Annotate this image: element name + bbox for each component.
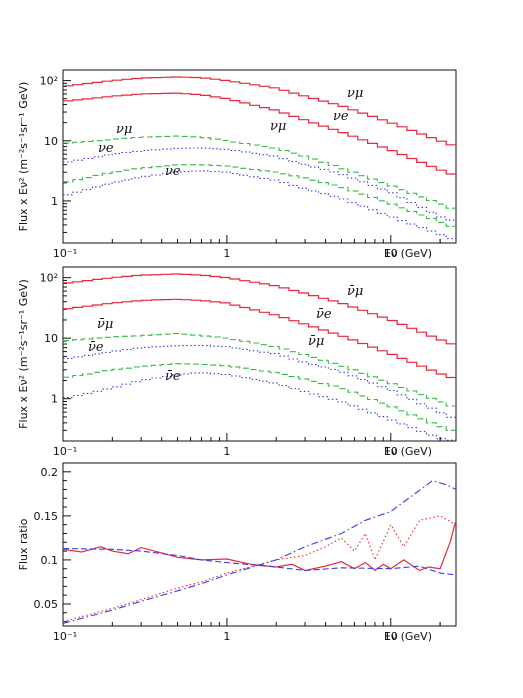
series-line-1 (63, 273, 456, 345)
series-line-4 (63, 344, 456, 418)
curve-label: νμ (116, 122, 132, 137)
x-tick-label: 1 (223, 630, 230, 643)
x-axis-label: Eν (GeV) (384, 445, 432, 458)
plot-frame (62, 69, 457, 244)
curve-label: ν̄e (88, 340, 104, 355)
x-tick-label: 1 (223, 247, 230, 260)
y-tick-label: 0.05 (34, 598, 59, 611)
series-line-5 (63, 363, 456, 431)
series-line-3 (63, 515, 456, 623)
curve-label: ν̄μ (308, 334, 324, 349)
y-tick-label: 1 (51, 393, 58, 406)
x-tick-label: 10⁻¹ (53, 247, 77, 260)
series-line-2 (63, 298, 456, 379)
x-tick-label: 10 (384, 630, 398, 643)
y-tick-label: 10² (40, 272, 58, 285)
x-tick-label: 10⁻¹ (53, 445, 77, 458)
x-tick-label: 10 (384, 445, 398, 458)
curve-label: ν̄e (165, 369, 181, 384)
curve-label: νe (98, 141, 114, 156)
curve-label: νe (165, 164, 181, 179)
x-tick-label: 10⁻¹ (53, 630, 77, 643)
y-axis-label: Flux x Eν² (m⁻²s⁻¹sr⁻¹ GeV) (17, 279, 30, 429)
series-line-4 (63, 479, 456, 624)
series-line-3 (63, 135, 456, 209)
series-line-6 (63, 372, 456, 441)
y-axis-label: Flux ratio (17, 518, 30, 570)
series-line-1 (63, 76, 456, 146)
y-axis-label: Flux x Eν² (m⁻²s⁻¹sr⁻¹ GeV) (17, 82, 30, 232)
y-tick-label: 10 (44, 135, 58, 148)
curve-label: ν̄μ (347, 284, 363, 299)
y-tick-label: 1 (51, 195, 58, 208)
plot-frame (62, 462, 457, 627)
curve-label: νμ (270, 119, 286, 134)
y-tick-label: 10 (44, 332, 58, 345)
series-line-2 (63, 92, 456, 175)
curve-label: νμ (347, 86, 363, 101)
x-axis-label: Eν (GeV) (384, 630, 432, 643)
curve-label: νe (333, 109, 349, 124)
curve-label: ν̄μ (97, 317, 113, 332)
y-tick-label: 0.15 (34, 510, 59, 523)
curve-label: ν̄e (316, 307, 332, 322)
series-line-4 (63, 147, 456, 221)
series-line-6 (63, 170, 456, 240)
y-tick-label: 0.2 (41, 466, 59, 479)
series-line-1 (63, 520, 456, 572)
plot-frame (62, 266, 457, 442)
x-tick-label: 10 (384, 247, 398, 260)
x-axis-label: Eν (GeV) (384, 247, 432, 260)
series-line-5 (63, 164, 456, 227)
y-tick-label: 0.1 (41, 554, 59, 567)
y-tick-label: 10² (40, 75, 58, 88)
x-tick-label: 1 (223, 445, 230, 458)
series-line-3 (63, 332, 456, 407)
